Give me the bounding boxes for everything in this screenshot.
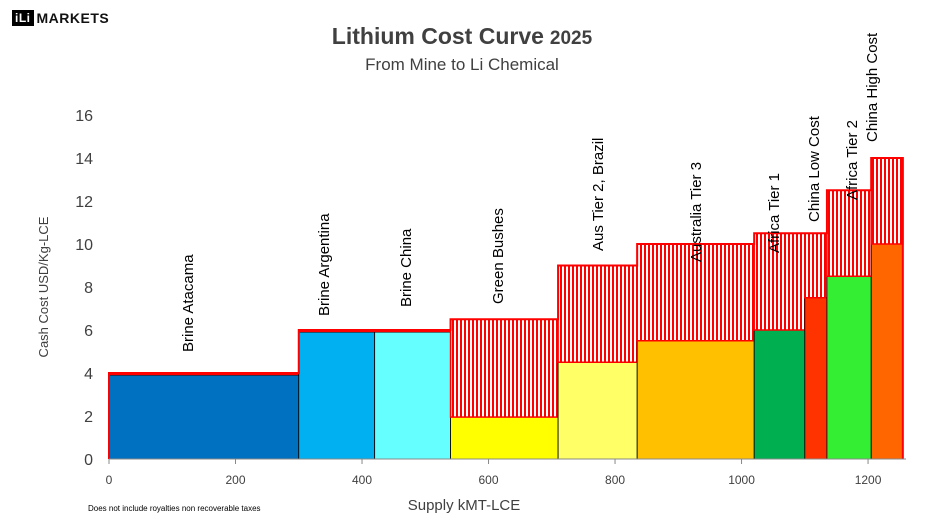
segment-label: Africa Tier 2 [844, 120, 861, 200]
x-tick-label: 400 [352, 473, 372, 487]
upper-cost-hatch [557, 264, 638, 363]
y-tick-label: 12 [75, 194, 93, 211]
x-axis-label: Supply kMT-LCE [408, 497, 521, 514]
x-tick-label: 1200 [855, 473, 882, 487]
base-cost-bar [298, 331, 376, 460]
logo-text: MARKETS [36, 10, 110, 26]
base-cost-bar [804, 297, 828, 460]
upper-cost-hatch [870, 157, 904, 245]
segment-label: China High Cost [864, 32, 881, 142]
x-tick-label: 600 [479, 473, 499, 487]
x-tick-label: 800 [605, 473, 625, 487]
y-tick-label: 4 [84, 366, 93, 383]
x-tick-label: 1000 [728, 473, 755, 487]
y-tick-label: 6 [84, 323, 93, 340]
upper-cost-hatch [826, 189, 872, 277]
segment-label: Brine Atacama [180, 254, 197, 352]
cost-curve-outline [108, 157, 904, 459]
x-tick-label: 200 [225, 473, 245, 487]
logo-mark: iLi [12, 10, 34, 26]
chart-title-main: Lithium Cost Curve [332, 23, 544, 49]
footnote: Does not include royalties non recoverab… [88, 504, 261, 513]
base-cost-bar [753, 329, 806, 460]
y-tick-label: 14 [75, 151, 93, 168]
upper-cost-band [109, 373, 299, 376]
segment-label: Brine China [398, 228, 415, 307]
y-tick-label: 2 [84, 409, 93, 426]
base-cost-bar [636, 340, 755, 460]
upper-cost-hatch [636, 243, 755, 342]
segment-label: Brine Argentina [316, 213, 333, 316]
chart-title: Lithium Cost Curve 2025 [332, 23, 593, 49]
y-tick-label: 10 [75, 237, 93, 254]
brand-logo: iLi MARKETS [12, 10, 109, 26]
y-axis-label: Cash Cost USD/Kg-LCE [36, 216, 51, 357]
segment-label: Australia Tier 3 [688, 162, 705, 262]
segment-label: China Low Cost [806, 115, 823, 222]
upper-cost-band [298, 330, 375, 333]
base-cost-bar [374, 331, 451, 460]
plot-area: 0 2 4 6 8 10 12 14 16 0 200 400 600 800 1000 1200 Brine … [75, 32, 906, 487]
y-tick-label: 0 [84, 452, 93, 469]
chart-subtitle: From Mine to Li Chemical [365, 55, 559, 74]
base-cost-bar [108, 374, 300, 460]
base-cost-bar [870, 243, 904, 460]
base-cost-bar [826, 275, 872, 460]
upper-cost-hatch [449, 318, 559, 418]
segment-label: Aus Tier 2, Brazil [590, 138, 607, 251]
base-cost-bar [557, 361, 638, 460]
chart-title-year: 2025 [550, 28, 593, 49]
segment-label: Africa Tier 1 [766, 173, 783, 253]
y-tick-label: 16 [75, 108, 93, 125]
upper-cost-band [374, 330, 451, 333]
base-cost-bar [450, 416, 559, 460]
segment-label: Green Bushes [490, 208, 507, 304]
y-tick-label: 8 [84, 280, 93, 297]
upper-cost-hatch [804, 232, 828, 299]
x-tick-label: 0 [106, 473, 113, 487]
